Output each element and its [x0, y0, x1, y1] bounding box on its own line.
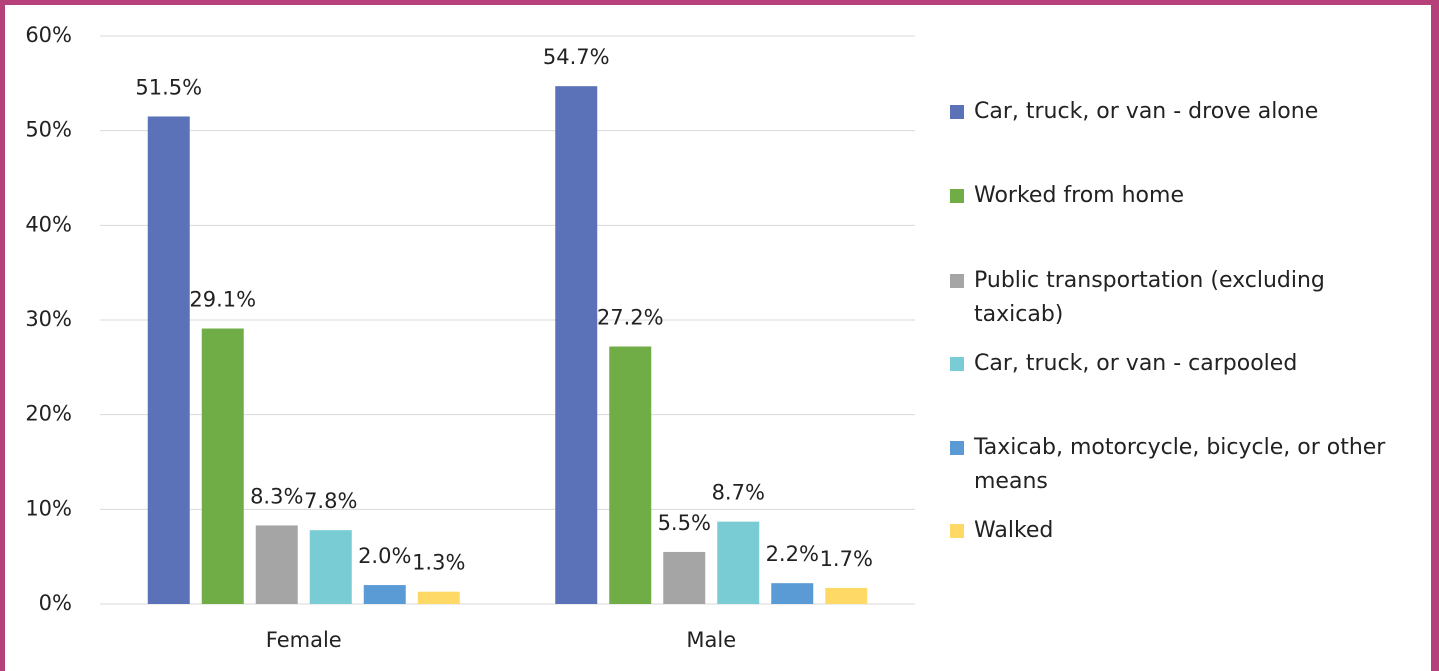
- bar: [417, 591, 460, 604]
- value-label: 1.7%: [820, 547, 873, 571]
- legend: Car, truck, or van - drove alone Worked f…: [950, 0, 1420, 671]
- value-label: 7.8%: [304, 489, 357, 513]
- bar: [555, 86, 598, 604]
- y-tick-label: 10%: [25, 496, 72, 520]
- y-tick-label: 50%: [25, 118, 72, 142]
- legend-label: Walked: [974, 518, 1054, 543]
- bar: [717, 521, 760, 604]
- legend-item: Worked from home: [950, 179, 1420, 213]
- legend-swatch: [950, 274, 964, 288]
- bar: [663, 551, 706, 604]
- bar: [201, 328, 244, 604]
- legend-item: Taxicab, motorcycle, bicycle, or other m…: [950, 431, 1420, 499]
- value-label: 29.1%: [189, 288, 256, 312]
- legend-label: Car, truck, or van - carpooled: [974, 351, 1298, 376]
- legend-item: Walked: [950, 514, 1420, 548]
- bar: [255, 525, 298, 604]
- value-label: 5.5%: [658, 511, 711, 535]
- bar: [363, 585, 406, 604]
- x-tick-label: Male: [686, 628, 736, 652]
- legend-swatch: [950, 357, 964, 371]
- bar: [309, 530, 352, 604]
- value-label: 2.2%: [766, 542, 819, 566]
- legend-item: Public transportation (excluding taxicab…: [950, 264, 1420, 332]
- legend-swatch: [950, 189, 964, 203]
- bar: [825, 587, 868, 604]
- value-label: 1.3%: [412, 551, 465, 575]
- value-label: 8.3%: [250, 484, 303, 508]
- legend-label: Car, truck, or van - drove alone: [974, 99, 1319, 124]
- y-tick-label: 40%: [25, 212, 72, 236]
- legend-label: Worked from home: [974, 183, 1184, 208]
- value-label: 27.2%: [597, 306, 664, 330]
- legend-swatch: [950, 524, 964, 538]
- y-tick-label: 0%: [39, 591, 72, 615]
- value-label: 54.7%: [543, 45, 610, 69]
- value-label: 8.7%: [712, 481, 765, 505]
- y-tick-label: 20%: [25, 402, 72, 426]
- y-tick-label: 30%: [25, 307, 72, 331]
- value-label: 51.5%: [135, 75, 202, 99]
- legend-item: Car, truck, or van - carpooled: [950, 347, 1420, 381]
- legend-label: Public transportation (excluding taxicab…: [974, 268, 1325, 327]
- legend-item: Car, truck, or van - drove alone: [950, 95, 1420, 129]
- value-label: 2.0%: [358, 544, 411, 568]
- bar: [771, 583, 814, 604]
- x-tick-label: Female: [266, 628, 342, 652]
- bar: [147, 116, 190, 604]
- legend-label: Taxicab, motorcycle, bicycle, or other m…: [974, 435, 1386, 494]
- legend-swatch: [950, 441, 964, 455]
- legend-swatch: [950, 105, 964, 119]
- bar: [609, 346, 652, 604]
- y-tick-label: 60%: [25, 23, 72, 47]
